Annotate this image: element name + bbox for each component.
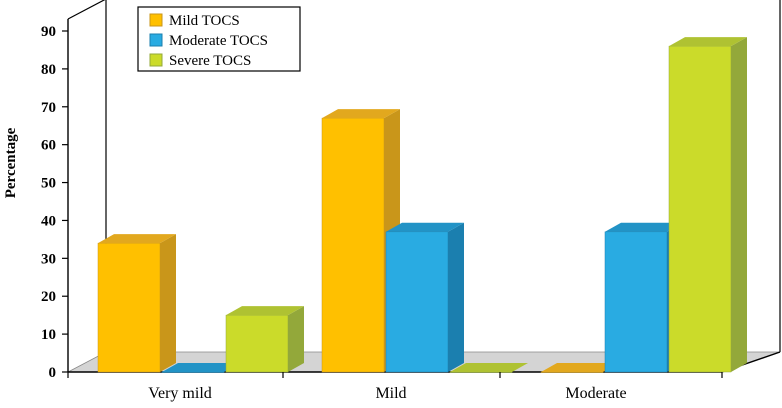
y-tick-label-50: 50 [41, 176, 56, 192]
side-wall-top-edge [67, 0, 106, 20]
legend: Mild TOCS Moderate TOCS Severe TOCS [137, 6, 301, 72]
bar-severe-tocs-mild [449, 363, 528, 373]
bar-moderate-tocs-mild [385, 222, 464, 373]
bar-front [321, 117, 385, 373]
bar-top [98, 234, 176, 244]
bars [97, 37, 747, 373]
bar-front [97, 242, 161, 373]
bar-front [668, 45, 732, 373]
y-tick-label-40: 40 [41, 213, 56, 229]
x-tick-label-mild: Mild [375, 385, 406, 402]
bar-front [540, 371, 604, 373]
legend-box [137, 6, 301, 72]
x-tick-label-very-mild: Very mild [148, 385, 212, 402]
bar-side [731, 37, 747, 373]
y-tick-label-70: 70 [41, 100, 56, 116]
y-axis-label: Percentage [3, 127, 19, 198]
x-tick-label-moderate: Moderate [565, 385, 626, 402]
y-tick-label-60: 60 [41, 138, 56, 154]
bar-severe-tocs-moderate [668, 37, 747, 373]
bar-front [449, 371, 513, 373]
legend-label-mild-tocs: Mild TOCS [169, 13, 240, 29]
bar-front [604, 231, 668, 373]
bar-top [226, 306, 304, 316]
bar-severe-tocs-very-mild [225, 306, 304, 373]
bar-top [605, 222, 683, 232]
y-tick-label-90: 90 [41, 24, 56, 40]
axes: 0 10 20 30 40 50 60 70 80 90 Percentage Very mild Mi… [3, 24, 723, 402]
legend-swatch-moderate-tocs [149, 33, 163, 47]
bar-front [161, 371, 225, 373]
bar-top [669, 37, 747, 47]
bar-mild-tocs-mild [321, 109, 400, 373]
y-tick-label-10: 10 [41, 327, 56, 343]
bar-front [225, 314, 289, 373]
bar-moderate-tocs-very-mild [161, 363, 240, 373]
bar-top [322, 109, 400, 119]
bar-top [541, 363, 619, 372]
y-tick-label-80: 80 [41, 62, 56, 78]
y-tick-label-20: 20 [41, 289, 56, 305]
bar-top [386, 222, 464, 232]
bar-front [385, 231, 449, 373]
legend-swatch-mild-tocs [149, 13, 163, 27]
bar-top [450, 363, 528, 372]
bar-side [448, 222, 464, 372]
legend-swatch-severe-tocs [149, 53, 163, 67]
back-wall [105, 0, 781, 352]
y-tick-label-0: 0 [49, 365, 57, 381]
bar-mild-tocs-very-mild [97, 234, 176, 373]
bar-top [162, 363, 240, 372]
legend-label-severe-tocs: Severe TOCS [169, 53, 251, 69]
bar-side [160, 234, 176, 372]
bar-side [288, 306, 304, 372]
y-tick-label-30: 30 [41, 251, 56, 267]
bar-mild-tocs-moderate [540, 363, 619, 373]
legend-label-moderate-tocs: Moderate TOCS [169, 33, 268, 49]
